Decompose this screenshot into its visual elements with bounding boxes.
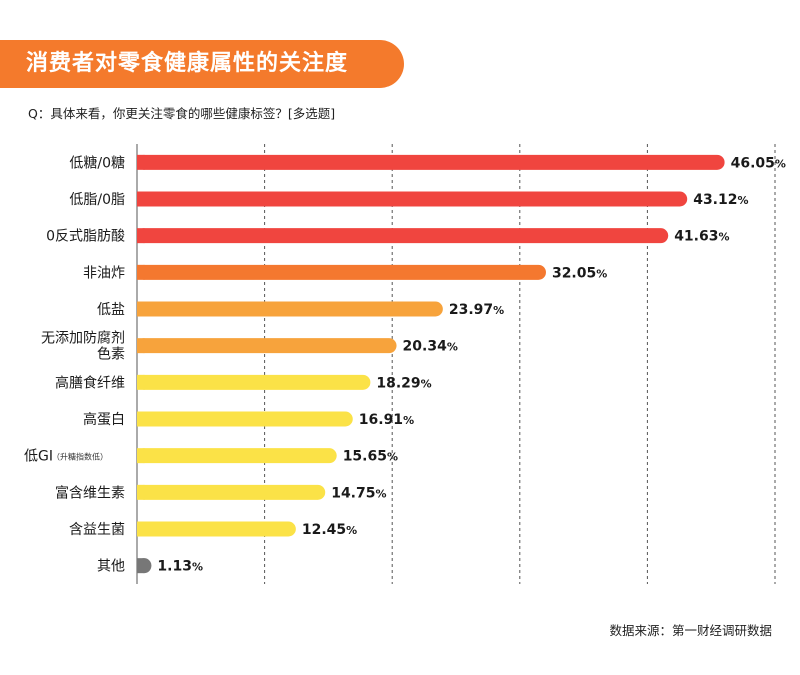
bar <box>137 301 443 317</box>
bar-base <box>137 558 145 574</box>
category-label: 低糖/0糖 <box>69 155 125 171</box>
bar <box>137 521 296 537</box>
value-label: 23.97% <box>449 302 504 318</box>
bar-base <box>137 374 145 390</box>
category-note: （升糖指数低） <box>52 452 108 462</box>
value-unit: % <box>493 304 504 317</box>
question-text: Q：具体来看，你更关注零食的哪些健康标签？[多选题] <box>28 106 336 121</box>
bar-base <box>137 264 145 280</box>
bar <box>137 228 669 244</box>
category-label: 富含维生素 <box>55 484 125 501</box>
category-label: 低GI <box>24 449 53 465</box>
title-banner: 消费者对零食健康属性的关注度 <box>0 40 404 88</box>
category-label: 高蛋白 <box>83 411 125 428</box>
category-label: 无添加防腐剂 <box>41 330 125 347</box>
value-unit: % <box>192 561 203 574</box>
value-unit: % <box>403 414 414 427</box>
value-label: 15.65% <box>343 449 398 465</box>
value-label: 43.12% <box>693 192 748 208</box>
bar <box>137 338 397 354</box>
value-label: 32.05% <box>552 265 607 281</box>
bar <box>137 264 546 280</box>
value-unit: % <box>596 267 607 280</box>
bar-base <box>137 411 145 427</box>
value-unit: % <box>775 157 786 170</box>
value-label: 12.45% <box>302 522 357 538</box>
bar-base <box>137 154 145 170</box>
data-source: 数据来源：第一财经调研数据 <box>609 623 772 638</box>
value-unit: % <box>346 524 357 537</box>
bar <box>137 191 688 207</box>
category-label: 色素 <box>97 346 125 363</box>
bar-base <box>137 338 145 354</box>
bar-base <box>137 228 145 244</box>
value-unit: % <box>376 487 387 500</box>
category-label: 低盐 <box>97 302 125 318</box>
bar <box>137 484 326 500</box>
value-unit: % <box>738 194 749 207</box>
bar-base <box>137 301 145 317</box>
category-label: 高膳食纤维 <box>55 374 125 391</box>
bar <box>137 154 725 170</box>
category-label: 低脂/0脂 <box>69 192 125 208</box>
bar-base <box>137 484 145 500</box>
bar-base <box>137 191 145 207</box>
value-label: 14.75% <box>331 485 386 501</box>
category-label: 其他 <box>97 559 125 575</box>
bar <box>137 411 353 427</box>
bar-base <box>137 521 145 537</box>
category-label: 非油炸 <box>83 265 125 281</box>
value-label: 46.05% <box>731 155 786 171</box>
bar <box>137 374 371 390</box>
value-unit: % <box>421 377 432 390</box>
value-label: 18.29% <box>376 375 431 391</box>
value-unit: % <box>447 341 458 354</box>
page-title: 消费者对零食健康属性的关注度 <box>26 51 349 76</box>
value-label: 16.91% <box>359 412 414 428</box>
bar <box>137 448 337 464</box>
category-label: 含益生菌 <box>69 522 125 538</box>
value-label: 1.13% <box>157 559 203 575</box>
value-label: 20.34% <box>403 339 458 355</box>
value-unit: % <box>387 451 398 464</box>
category-label: 0反式脂肪酸 <box>46 229 125 245</box>
value-label: 41.63% <box>674 229 729 245</box>
bar-base <box>137 448 145 464</box>
value-unit: % <box>718 231 729 244</box>
